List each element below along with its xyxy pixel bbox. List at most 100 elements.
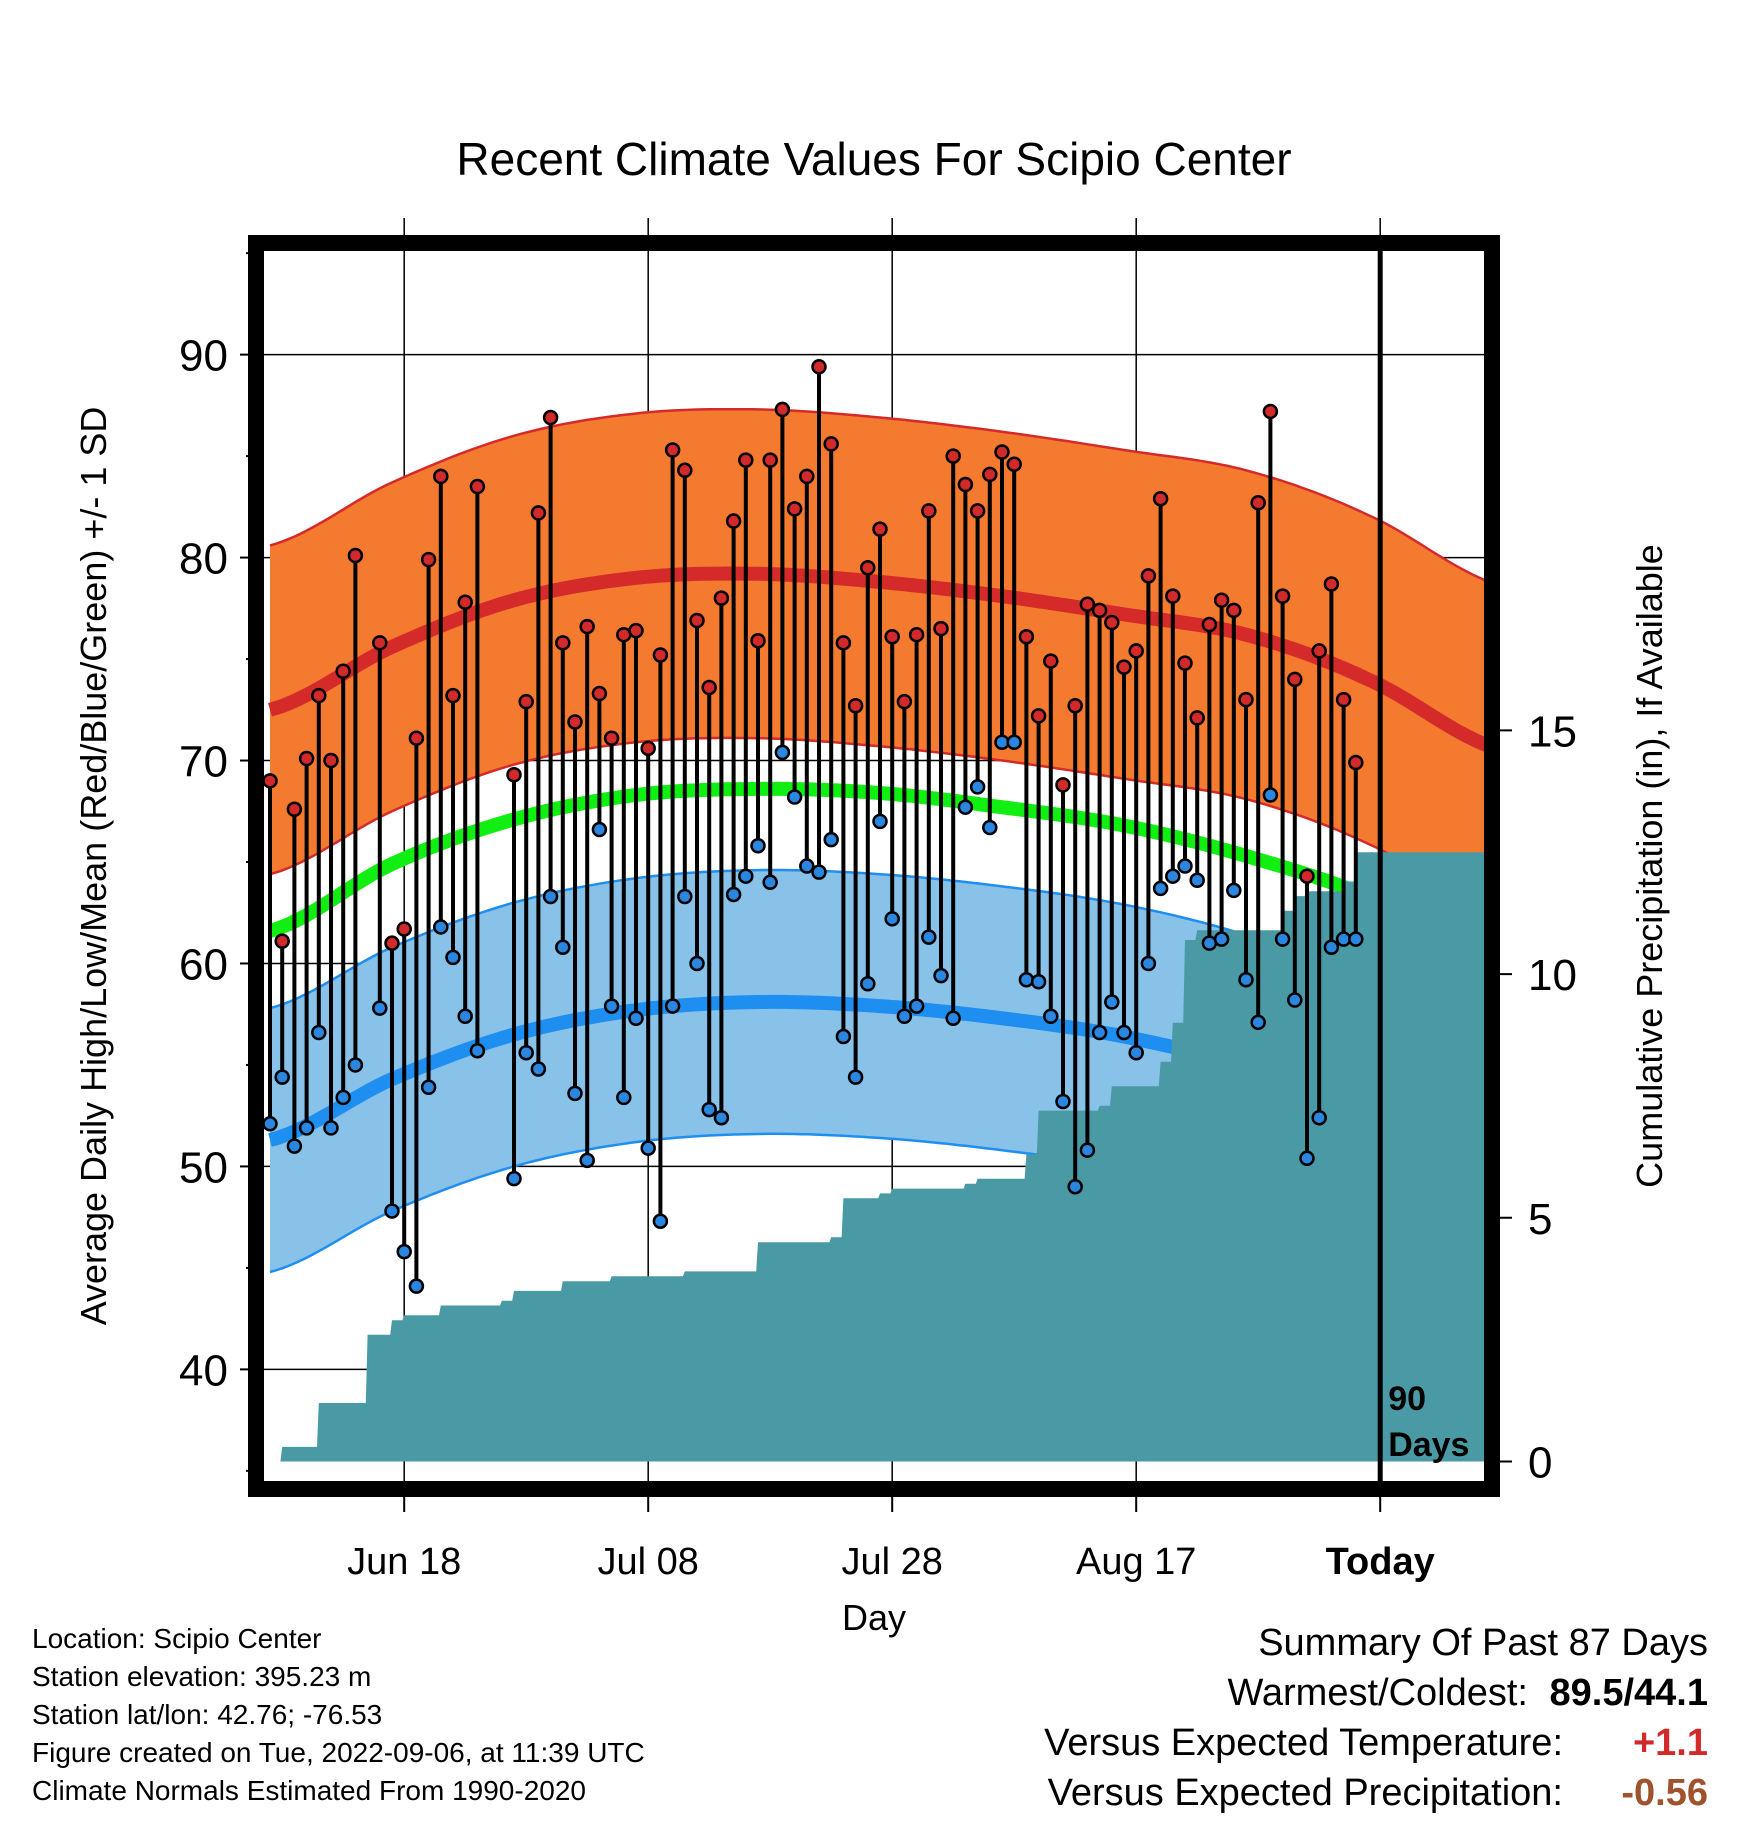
low-point xyxy=(518,1045,534,1061)
high-point xyxy=(286,801,303,817)
x-tick-label: Jul 28 xyxy=(841,1541,942,1583)
high-point xyxy=(750,633,766,649)
summary-title: Summary Of Past 87 Days xyxy=(1258,1622,1708,1664)
high-point xyxy=(774,401,791,418)
low-point xyxy=(750,838,766,854)
high-point xyxy=(884,628,900,645)
high-point xyxy=(933,620,949,637)
high-point xyxy=(1055,777,1071,793)
high-point xyxy=(835,635,852,651)
low-point xyxy=(1152,880,1169,897)
high-point xyxy=(1091,602,1108,619)
normals-text: Climate Normals Estimated From 1990-2020 xyxy=(32,1775,586,1806)
low-point xyxy=(298,1120,315,1136)
plot-frame xyxy=(248,235,1500,1497)
high-point xyxy=(628,622,644,639)
high-point xyxy=(969,503,986,519)
low-point xyxy=(884,911,900,927)
high-point xyxy=(1140,568,1157,584)
low-point xyxy=(1262,787,1279,803)
y-tick-label: 70 xyxy=(179,738,228,787)
high-point xyxy=(1348,754,1364,771)
high-point xyxy=(982,466,998,483)
low-point xyxy=(799,858,815,874)
low-point xyxy=(264,1116,278,1132)
high-point xyxy=(579,618,595,635)
high-point xyxy=(457,594,473,610)
low-point xyxy=(1091,1024,1108,1041)
high-point xyxy=(860,559,876,576)
low-point xyxy=(372,1000,388,1016)
high-point xyxy=(1189,710,1205,726)
low-point xyxy=(469,1042,486,1059)
y-tick-label: 50 xyxy=(179,1143,228,1192)
high-point xyxy=(396,921,412,937)
high-point xyxy=(298,750,315,767)
high-point xyxy=(1128,643,1144,659)
station-info: Location: Scipio Center Station elevatio… xyxy=(32,1620,645,1810)
high-point xyxy=(640,740,656,757)
y-tick-label: 40 xyxy=(179,1346,228,1395)
high-point xyxy=(1201,616,1218,633)
high-point xyxy=(957,476,974,493)
low-point xyxy=(433,919,449,935)
low-point xyxy=(420,1079,437,1096)
low-point xyxy=(628,1010,644,1027)
daily-points xyxy=(264,359,1364,1294)
high-point xyxy=(847,697,864,714)
low-point xyxy=(872,813,888,830)
low-point xyxy=(1140,955,1157,972)
precip-label: Versus Expected Precipitation: xyxy=(1047,1772,1563,1814)
low-point xyxy=(762,874,778,891)
low-point xyxy=(616,1089,632,1106)
high-point xyxy=(335,663,351,679)
low-point xyxy=(445,949,461,966)
low-point xyxy=(823,831,839,848)
high-point xyxy=(384,935,400,951)
high-point xyxy=(530,505,547,521)
low-point xyxy=(1055,1093,1071,1110)
high-point xyxy=(811,359,827,375)
high-point xyxy=(921,503,937,519)
y-tick-label: 90 xyxy=(179,332,228,381)
y2-tick-label: 5 xyxy=(1528,1195,1552,1244)
high-point xyxy=(677,462,693,479)
high-point xyxy=(408,730,425,746)
y2-tick-label: 0 xyxy=(1528,1439,1552,1488)
low-point xyxy=(1323,939,1340,955)
high-point xyxy=(567,714,583,730)
low-point xyxy=(847,1069,864,1085)
low-point xyxy=(542,888,559,905)
high-point xyxy=(603,730,620,746)
low-point xyxy=(384,1203,400,1219)
high-point xyxy=(264,773,278,789)
low-point xyxy=(1030,973,1047,990)
low-point xyxy=(1287,992,1303,1008)
low-point xyxy=(957,799,974,815)
y2-tick-label: 10 xyxy=(1528,951,1577,1000)
high-point xyxy=(908,626,925,643)
low-point xyxy=(713,1109,730,1126)
high-point xyxy=(1311,643,1327,659)
warm-cold-label: Warmest/Coldest: xyxy=(1227,1672,1528,1714)
low-point xyxy=(664,998,681,1014)
precipitation-area xyxy=(270,852,1484,1462)
high-point xyxy=(701,679,717,696)
low-point xyxy=(457,1008,473,1024)
y-tick-label: 60 xyxy=(179,940,228,989)
low-point xyxy=(1189,872,1205,889)
low-point xyxy=(1116,1024,1132,1041)
low-point xyxy=(1079,1142,1096,1158)
temp-label: Versus Expected Temperature: xyxy=(1044,1722,1563,1764)
location-text: Location: Scipio Center xyxy=(32,1623,322,1654)
low-point xyxy=(969,779,986,795)
low-point xyxy=(1006,734,1022,751)
low-point xyxy=(1104,994,1120,1010)
high-point xyxy=(469,478,486,495)
high-point xyxy=(786,501,803,517)
high-point xyxy=(1335,691,1352,708)
high-point xyxy=(1043,653,1059,669)
low-point xyxy=(1311,1109,1327,1126)
high-point xyxy=(433,468,449,485)
low-point xyxy=(933,967,949,984)
